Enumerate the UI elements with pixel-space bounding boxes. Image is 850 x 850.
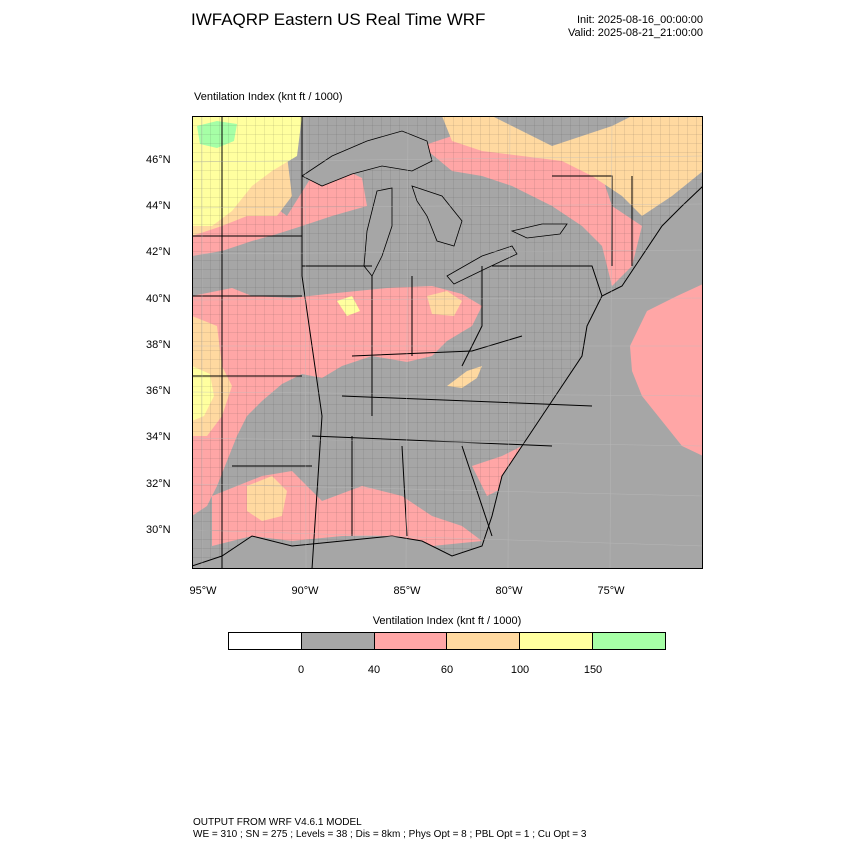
colorbar-swatch <box>300 633 374 649</box>
coastline <box>192 185 703 567</box>
ventilation-index-map <box>192 116 703 569</box>
colorbar-swatch <box>519 633 593 649</box>
colorbar-label: 40 <box>367 664 381 676</box>
lon-label-80: 80°W <box>495 585 523 597</box>
pink-region-atlantic-overlay <box>630 284 703 456</box>
colorbar-title: Ventilation Index (knt ft / 1000) <box>372 615 522 627</box>
colorbar-swatch <box>373 633 447 649</box>
lake-erie <box>446 245 518 285</box>
lat-label-44: 44°N <box>146 200 171 212</box>
lake-michigan <box>363 187 393 277</box>
valid-time: Valid: 2025-08-21_21:00:00 <box>568 27 703 39</box>
model-footer-line1: OUTPUT FROM WRF V4.6.1 MODEL <box>193 817 362 828</box>
lat-label-46: 46°N <box>146 154 171 166</box>
lat-label-40: 40°N <box>146 293 171 305</box>
lat-label-34: 34°N <box>146 431 171 443</box>
lat-label-42: 42°N <box>146 246 171 258</box>
field-label: Ventilation Index (knt ft / 1000) <box>194 91 343 103</box>
plot-title: IWFAQRP Eastern US Real Time WRF <box>191 10 486 29</box>
init-time: Init: 2025-08-16_00:00:00 <box>577 14 703 26</box>
lat-label-36: 36°N <box>146 385 171 397</box>
graticule <box>192 116 703 569</box>
colorbar-label: 150 <box>583 664 603 676</box>
atlantic-ocean <box>192 186 703 569</box>
lake-huron <box>411 185 463 247</box>
colorbar-swatch <box>446 633 520 649</box>
lon-label-85: 85°W <box>393 585 421 597</box>
lon-label-75: 75°W <box>597 585 625 597</box>
lat-label-32: 32°N <box>146 478 171 490</box>
map-frame <box>192 116 703 569</box>
colorbar-label: 100 <box>510 664 530 676</box>
model-footer-line2: WE = 310 ; SN = 275 ; Levels = 38 ; Dis … <box>193 829 587 840</box>
lake-superior <box>301 130 433 187</box>
lon-label-90: 90°W <box>291 585 319 597</box>
lat-label-30: 30°N <box>146 524 171 536</box>
lake-ontario <box>510 223 568 239</box>
colorbar-label: 60 <box>440 664 454 676</box>
lon-label-95: 95°W <box>189 585 217 597</box>
colorbar-swatch <box>592 633 665 649</box>
colorbar-label: 0 <box>297 664 305 676</box>
colorbar <box>228 632 666 650</box>
colorbar-swatch <box>229 633 301 649</box>
lat-label-38: 38°N <box>146 339 171 351</box>
